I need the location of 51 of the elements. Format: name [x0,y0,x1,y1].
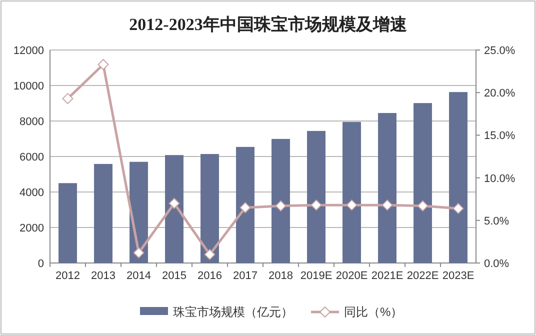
bar [342,122,361,263]
point [346,200,358,211]
chart-title: 2012-2023年中国珠宝市场规模及增速 [129,15,407,34]
y-tick-label: 12000 [13,45,44,57]
bar [272,138,290,263]
x-tick-label: 2019E [300,270,332,282]
bar [378,113,396,263]
point [62,93,74,104]
point [133,247,144,258]
y-tick-label: 10000 [13,80,44,92]
point [310,200,322,211]
y2-tick-label: 5.0% [484,215,510,228]
point [168,198,180,209]
y2-tick-label: 25.0% [484,45,516,57]
bar [58,183,77,263]
point [204,248,216,260]
bar [414,103,432,263]
bar [307,130,326,263]
y2-tick-label: 20.0% [484,88,516,100]
y2-tick-label: 15.0% [484,130,516,142]
point [452,202,464,214]
x-tick-label: 2021E [371,270,404,282]
bar [236,146,254,263]
y-tick-label: 6000 [20,152,44,164]
bar [200,154,219,263]
x-tick-label: 2022E [406,270,439,282]
x-tick-label: 2013 [91,270,116,282]
bar [165,155,184,263]
legend-label: 同比（%） [344,305,403,319]
point [98,58,109,70]
y2-tick-label: 10.0% [484,172,516,185]
x-tick-label: 2020E [336,270,368,282]
x-tick-label: 2016 [198,270,222,282]
y-tick-label: 4000 [20,187,44,199]
legend-label: 珠宝市场规模（亿元） [173,305,293,319]
x-tick-label: 2018 [268,270,293,282]
x-tick-label: 2023E [442,270,474,282]
bar [94,164,112,263]
x-tick-label: 2017 [233,270,258,282]
y-tick-label: 8000 [20,116,44,128]
x-tick-label: 2012 [56,270,80,282]
y-tick-label: 0 [38,258,44,270]
x-tick-label: 2015 [162,270,186,282]
point [275,200,286,212]
point [417,200,428,212]
y2-tick-label: 0.0% [484,258,510,270]
x-tick-label: 2014 [126,270,151,282]
bar [449,92,468,263]
y-tick-label: 2000 [20,222,44,234]
point [382,200,393,211]
point [240,202,251,214]
